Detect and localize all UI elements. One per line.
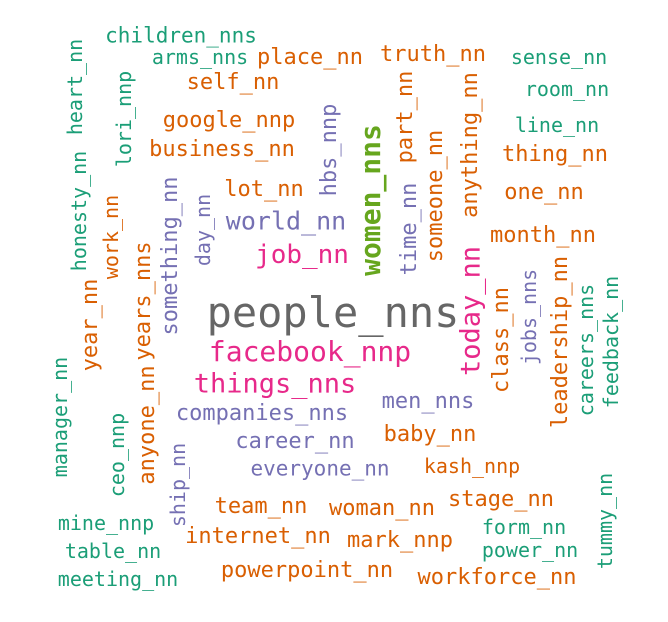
word-year: year_nn: [78, 278, 103, 372]
word-lot: lot_nn: [224, 177, 304, 202]
word-ship: ship_nn: [166, 442, 190, 528]
word-line: line_nn: [514, 113, 600, 137]
word-stage: stage_nn: [448, 487, 554, 512]
word-part: part_nn: [393, 70, 418, 164]
word-month: month_nn: [490, 223, 596, 248]
word-leadership: leadership_nn: [548, 255, 573, 429]
word-thing: thing_nn: [502, 142, 608, 167]
word-job: job_nn: [255, 240, 349, 270]
word-jobs: jobs_nns: [517, 268, 541, 366]
word-business: business_nn: [149, 137, 295, 162]
word-mark: mark_nnp: [347, 528, 453, 553]
word-team: team_nn: [214, 494, 308, 519]
word-men: men_nns: [381, 389, 475, 414]
word-career: career_nn: [235, 429, 355, 454]
word-one: one_nn: [504, 180, 584, 205]
word-tummy: tummy_nn: [593, 472, 617, 570]
word-meeting: meeting_nn: [57, 567, 179, 591]
word-world: world_nn: [225, 206, 347, 236]
word-power: power_nn: [481, 538, 579, 562]
word-feedback: feedback_nn: [599, 275, 623, 409]
word-baby: baby_nn: [383, 422, 477, 447]
word-things: things_nns: [193, 368, 357, 400]
word-sense: sense_nn: [510, 45, 608, 69]
word-everyone: everyone_nn: [250, 456, 390, 481]
word-anyone: anyone_nn: [135, 365, 160, 485]
word-place: place_nn: [257, 45, 363, 70]
word-kash: kash_nnp: [423, 454, 521, 478]
word-children: children_nns: [105, 23, 257, 48]
word-manager: manager_nn: [48, 356, 72, 478]
word-someone: someone_nn: [423, 129, 448, 263]
word-self: self_nn: [186, 70, 280, 95]
word-facebook: facebook_nnp: [208, 335, 412, 368]
word-woman: woman_nn: [329, 496, 435, 521]
word-lori: lori_nnp: [112, 70, 136, 168]
word-form: form_nn: [481, 515, 567, 539]
word-work: work_nn: [99, 194, 123, 280]
word-anything: anything_nn: [458, 72, 483, 218]
word-heart: heart_nn: [63, 38, 87, 136]
word-internet: internet_nn: [185, 524, 331, 549]
word-truth: truth_nn: [380, 42, 486, 67]
word-workforce: workforce_nn: [417, 565, 577, 590]
word-google: google_nnp: [162, 108, 296, 133]
word-arms: arms_nns: [151, 45, 249, 69]
word-powerpoint: powerpoint_nn: [220, 558, 394, 583]
word-table: table_nn: [64, 539, 162, 563]
word-time: time_nn: [397, 182, 422, 276]
word-people: people_nns: [206, 288, 460, 337]
word-day: day_nn: [191, 193, 215, 267]
word-hbs: hbs_nnp: [317, 103, 342, 197]
word-years: years_nns: [131, 241, 156, 361]
word-something: something_nn: [158, 176, 183, 336]
word-mine: mine_nnp: [57, 511, 155, 535]
word-companies: companies_nns: [175, 401, 349, 426]
word-careers: careers_nns: [574, 283, 598, 417]
word-honesty: honesty_nn: [67, 150, 91, 272]
word-room: room_nn: [524, 77, 610, 101]
word-class: class_nn: [489, 287, 514, 393]
word-ceo: ceo_nnp: [105, 412, 129, 498]
word-women: women_nns: [354, 124, 387, 276]
word-today: today_nn: [455, 245, 487, 377]
